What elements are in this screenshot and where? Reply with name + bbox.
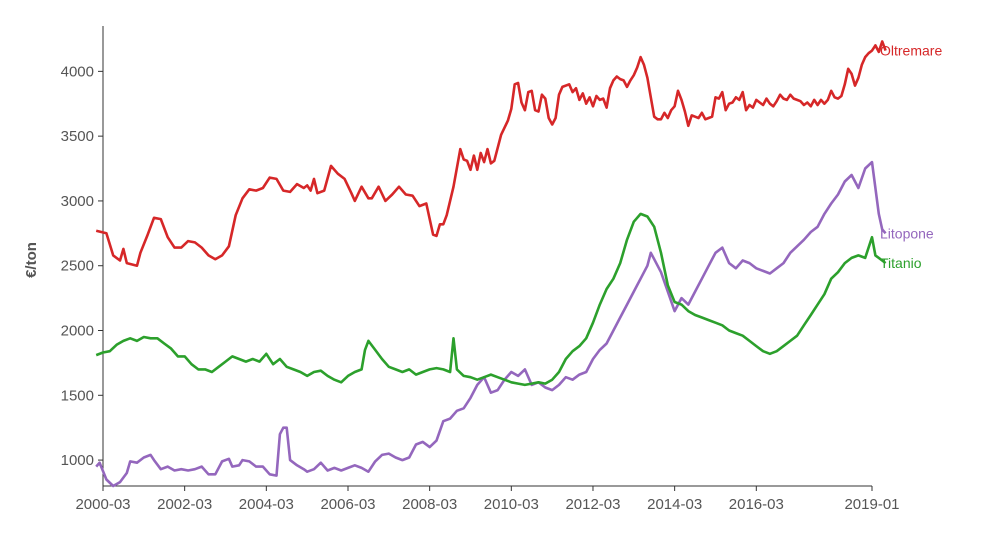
series-lines [95, 40, 887, 488]
series-line-litopone [95, 160, 887, 488]
series-label-litopone: Litopone [880, 225, 934, 241]
y-axis: 1000 1500 2000 2500 3000 3500 4000 [61, 26, 104, 486]
y-tick-label: 3000 [61, 193, 94, 210]
y-tick-label: 4000 [61, 63, 94, 80]
x-tick-label: 2019-01 [844, 496, 899, 513]
series-label-oltremare: Oltremare [880, 43, 942, 59]
y-tick-label: 1000 [61, 452, 94, 469]
series-line-oltremare [95, 40, 887, 267]
x-tick-label: 2016-03 [729, 496, 784, 513]
series-line-titanio [95, 212, 887, 387]
x-tick-label: 2006-03 [320, 496, 375, 513]
y-axis-title: €/ton [23, 242, 40, 278]
series-label-titanio: Titanio [880, 255, 922, 271]
x-tick-label: 2004-03 [239, 496, 294, 513]
x-tick-label: 2014-03 [647, 496, 702, 513]
series-labels: Oltremare Litopone Titanio [880, 43, 942, 272]
y-tick-label: 3500 [61, 128, 94, 145]
x-tick-label: 2008-03 [402, 496, 457, 513]
x-tick-label: 2012-03 [565, 496, 620, 513]
y-tick-label: 2500 [61, 258, 94, 275]
x-axis: 2000-03 2002-03 2004-03 2006-03 2008-03 2010-… [75, 485, 900, 513]
x-tick-label: 2000-03 [75, 496, 130, 513]
x-tick-label: 2010-03 [484, 496, 539, 513]
y-tick-label: 2000 [61, 323, 94, 340]
x-tick-label: 2002-03 [157, 496, 212, 513]
y-tick-label: 1500 [61, 387, 94, 404]
